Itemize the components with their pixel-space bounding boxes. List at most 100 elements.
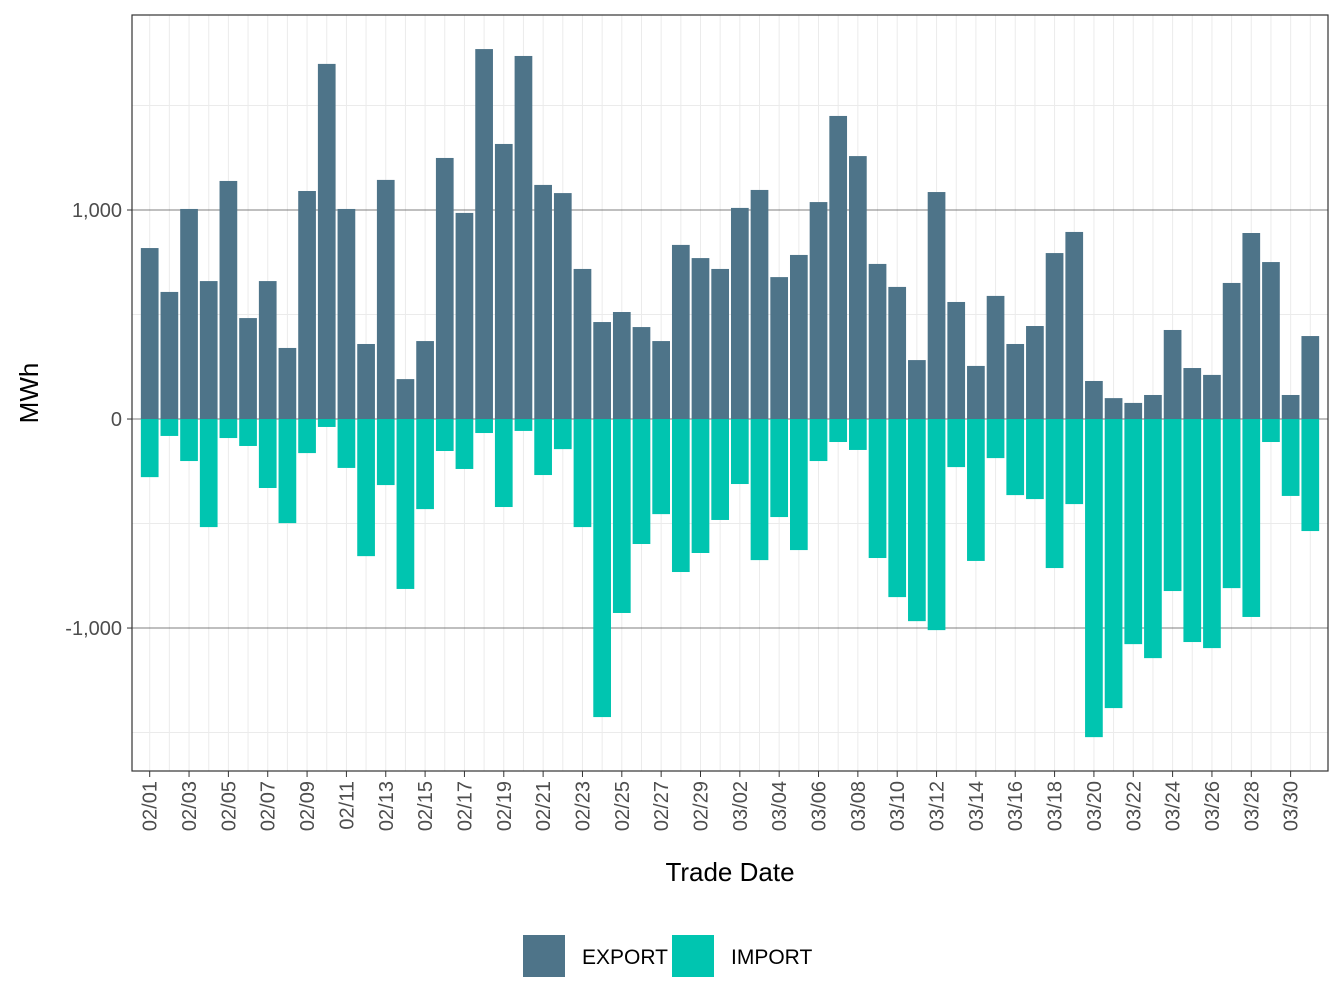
- bar: [1163, 419, 1182, 592]
- bar: [711, 268, 730, 420]
- bar: [947, 419, 966, 468]
- bar: [829, 115, 848, 420]
- plot-border: [131, 14, 1329, 772]
- bar: [298, 419, 316, 454]
- x-tick-label: 02/09: [297, 781, 319, 831]
- x-tick-label: 02/17: [454, 781, 476, 831]
- bar: [593, 419, 611, 718]
- bar: [199, 419, 218, 528]
- y-tick-label: 1,000: [72, 200, 122, 222]
- bar: [1262, 419, 1280, 443]
- bar: [258, 281, 277, 420]
- bar: [1222, 419, 1241, 589]
- bar: [573, 419, 592, 528]
- bar: [927, 192, 946, 420]
- bar: [1242, 419, 1261, 617]
- bar: [219, 180, 238, 420]
- x-tick-label: 03/18: [1045, 781, 1067, 831]
- bar: [278, 419, 297, 524]
- bar: [1124, 419, 1143, 645]
- x-tick-label: 03/24: [1163, 781, 1185, 831]
- legend-key: [523, 935, 565, 977]
- bar: [849, 419, 867, 450]
- x-tick-label: 02/13: [376, 781, 398, 831]
- bar: [416, 341, 434, 420]
- y-tick-label: 0: [111, 409, 122, 431]
- x-tick-label: 03/10: [887, 781, 909, 831]
- x-tick-label: 02/21: [533, 781, 555, 831]
- x-tick-label: 03/12: [927, 781, 949, 831]
- bar: [927, 419, 946, 631]
- bar: [986, 419, 1005, 459]
- bar: [494, 143, 513, 420]
- bar: [730, 207, 749, 420]
- bar: [1104, 398, 1123, 420]
- bar: [573, 268, 592, 420]
- bar: [1045, 419, 1064, 569]
- legend-label: IMPORT: [731, 946, 812, 969]
- x-tick-label: 03/26: [1202, 781, 1224, 831]
- bar: [1006, 343, 1025, 420]
- bar: [888, 419, 907, 598]
- x-tick-label: 03/22: [1123, 781, 1145, 831]
- x-tick-label: 02/03: [179, 781, 201, 831]
- x-tick-label: 02/19: [494, 781, 516, 831]
- x-tick-label: 03/30: [1281, 781, 1303, 831]
- bar: [868, 263, 887, 420]
- bar: [908, 360, 926, 420]
- bar: [868, 419, 887, 559]
- bar: [1045, 253, 1064, 420]
- bar: [789, 254, 808, 420]
- bar: [986, 295, 1005, 420]
- bar: [770, 277, 789, 420]
- bar: [1262, 262, 1280, 420]
- bar: [475, 49, 493, 420]
- bar: [239, 419, 257, 446]
- bar: [1281, 419, 1300, 496]
- bar: [1281, 394, 1300, 420]
- bar: [1104, 419, 1123, 709]
- bar: [829, 419, 848, 443]
- bar: [809, 419, 828, 462]
- bar: [180, 419, 198, 462]
- bar: [553, 193, 572, 420]
- bar: [1144, 394, 1162, 420]
- bar: [140, 248, 159, 420]
- bar: [1085, 419, 1103, 738]
- bar: [1222, 282, 1241, 420]
- bar: [160, 419, 179, 436]
- bar: [140, 419, 159, 478]
- bar: [671, 419, 690, 573]
- bar: [809, 202, 828, 420]
- bar: [671, 244, 690, 420]
- bar: [1203, 374, 1221, 420]
- x-tick-label: 03/16: [1005, 781, 1027, 831]
- x-tick-label: 02/05: [218, 781, 240, 831]
- bar: [475, 419, 493, 434]
- bar: [1183, 419, 1202, 643]
- bar: [612, 419, 631, 613]
- bar: [593, 322, 611, 420]
- bar: [632, 419, 651, 545]
- bar: [357, 343, 375, 420]
- bar: [730, 419, 749, 485]
- bar: [1026, 419, 1044, 500]
- x-tick-label: 02/25: [612, 781, 634, 831]
- bar: [396, 379, 415, 420]
- bar: [1085, 380, 1103, 420]
- bar: [180, 208, 198, 420]
- bar: [1242, 233, 1261, 420]
- bar: [1065, 231, 1084, 420]
- x-tick-label: 03/04: [769, 781, 791, 831]
- bar: [337, 208, 356, 420]
- bar: [160, 291, 179, 420]
- bar: [317, 419, 336, 427]
- x-tick-label: 02/15: [415, 781, 437, 831]
- bar: [416, 419, 434, 510]
- bar: [435, 419, 454, 452]
- bar: [1124, 402, 1143, 420]
- bar: [691, 419, 710, 553]
- bar: [435, 157, 454, 420]
- bar: [789, 419, 808, 551]
